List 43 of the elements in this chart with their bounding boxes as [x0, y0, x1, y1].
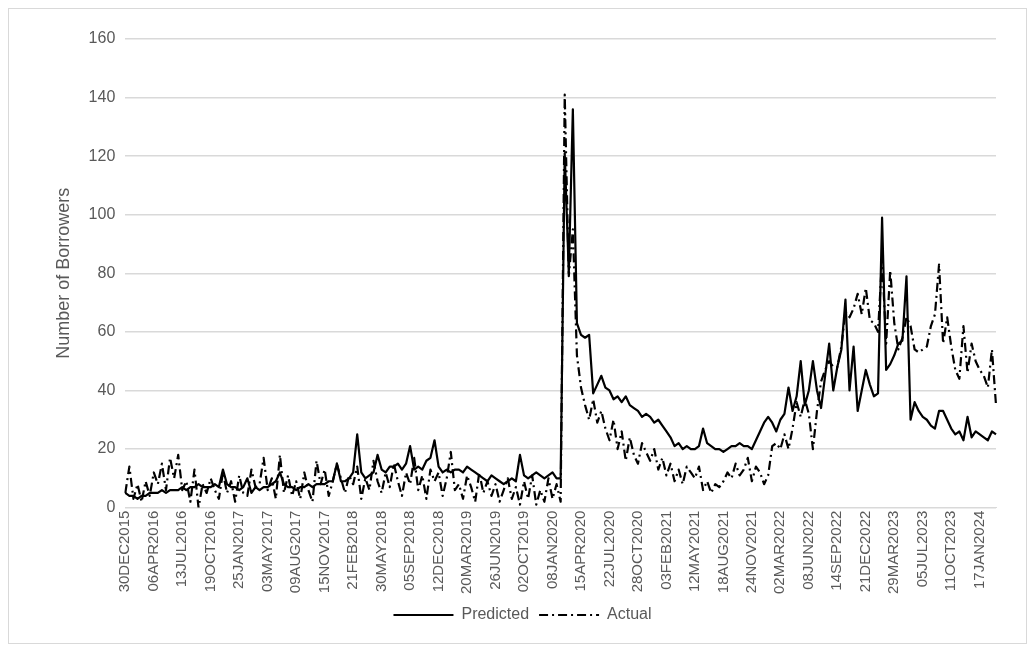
x-tick-label: 08JUN2022 [798, 510, 816, 590]
y-tick-label: 100 [88, 205, 116, 223]
x-tick-label: 03MAY2017 [257, 510, 275, 593]
x-tick-label: 25JAN2017 [229, 510, 247, 590]
x-tick-label: 03FEB2021 [656, 510, 674, 590]
x-tick-label: 12MAY2021 [685, 510, 703, 593]
x-tick-label: 26JUN2019 [485, 510, 503, 590]
y-tick-label: 0 [106, 498, 116, 516]
x-tick-label: 06APR2016 [143, 510, 161, 592]
x-tick-label: 08JAN2020 [542, 510, 560, 590]
x-tick-label: 24NOV2021 [742, 510, 760, 594]
x-tick-label: 21DEC2022 [855, 510, 873, 593]
x-tick-label: 11OCT2023 [941, 510, 959, 592]
y-tick-label: 160 [88, 29, 116, 47]
x-tick-label: 02MAR2022 [770, 510, 788, 594]
y-tick-label: 80 [97, 263, 116, 281]
y-tick-label: 140 [88, 87, 116, 105]
x-tick-label: 05SEP2018 [400, 510, 418, 591]
x-tick-label: 21FEB2018 [343, 510, 361, 590]
legend-label: Predicted [461, 605, 530, 623]
x-tick-label: 28OCT2020 [628, 510, 646, 593]
x-tick-label: 14SEP2022 [827, 510, 845, 591]
x-tick-label: 05JUL2023 [912, 510, 930, 588]
x-tick-label: 29MAR2023 [884, 510, 902, 594]
x-tick-label: 12DEC2018 [428, 510, 446, 593]
y-tick-label: 40 [97, 380, 116, 398]
y-tick-label: 120 [88, 146, 116, 164]
x-tick-label: 15APR2020 [571, 510, 589, 592]
x-tick-label: 09AUG2017 [286, 510, 304, 594]
x-tick-label: 15NOV2017 [314, 510, 332, 594]
x-tick-label: 17JAN2024 [969, 510, 987, 590]
x-tick-label: 22JUL2020 [599, 510, 617, 588]
x-tick-label: 18AUG2021 [713, 510, 731, 594]
x-tick-label: 20MAR2019 [457, 510, 475, 594]
legend-label: Actual [607, 605, 652, 623]
x-tick-label: 30MAY2018 [371, 510, 389, 593]
y-axis-title: Number of Borrowers [52, 187, 73, 359]
x-tick-label: 30DEC2015 [115, 510, 133, 593]
x-tick-label: 19OCT2016 [200, 510, 218, 593]
y-tick-label: 60 [97, 322, 116, 340]
x-tick-label: 13JUL2016 [172, 510, 190, 588]
x-tick-label: 02OCT2019 [514, 510, 532, 593]
y-tick-label: 20 [97, 439, 116, 457]
